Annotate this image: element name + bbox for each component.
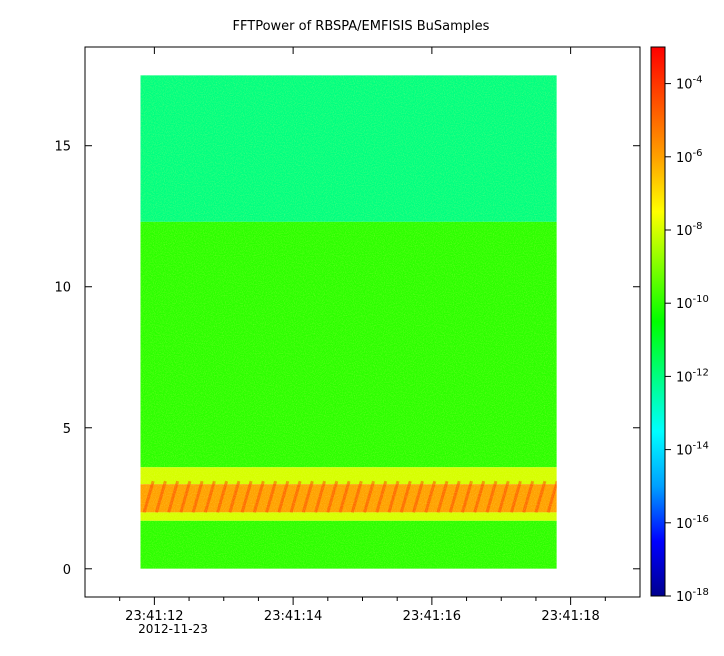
colorbar-tick-label: 10-18 — [676, 587, 709, 605]
y-tick-label: 0 — [63, 563, 71, 578]
x-tick-label: 23:41:16 — [403, 609, 461, 624]
colorbar-tick-label: 10-16 — [676, 514, 709, 532]
x-tick-label: 23:41:14 — [264, 609, 322, 624]
chart-title: FFTPower of RBSPA/EMFISIS BuSamples — [233, 19, 490, 34]
x-axis: 23:41:12 23:41:14 23:41:16 23:41:18 — [119, 47, 606, 624]
y-axis: 0 5 10 15 — [54, 140, 640, 578]
colorbar-tick-label: 10-14 — [676, 441, 709, 459]
spectrogram-heatmap — [140, 75, 557, 569]
colorbar-tick-label: 10-4 — [676, 75, 703, 93]
colorbar-tick-label: 10-6 — [676, 148, 703, 166]
colorbar-axis: 10-4 10-6 10-8 10-10 10-12 10-14 10-16 10-18 — [665, 75, 709, 605]
x-tick-label: 23:41:12 — [125, 609, 183, 624]
x-axis-date-label: 2012-11-23 — [138, 622, 208, 636]
y-tick-label: 10 — [54, 281, 71, 296]
x-tick-label: 23:41:18 — [541, 609, 599, 624]
y-tick-label: 15 — [54, 140, 71, 155]
colorbar-tick-label: 10-12 — [676, 367, 709, 385]
colorbar — [650, 46, 666, 597]
heatmap-texture — [140, 75, 557, 569]
colorbar-tick-label: 10-8 — [676, 221, 703, 239]
colorbar-tick-label: 10-10 — [676, 294, 709, 312]
y-tick-label: 5 — [63, 422, 71, 437]
